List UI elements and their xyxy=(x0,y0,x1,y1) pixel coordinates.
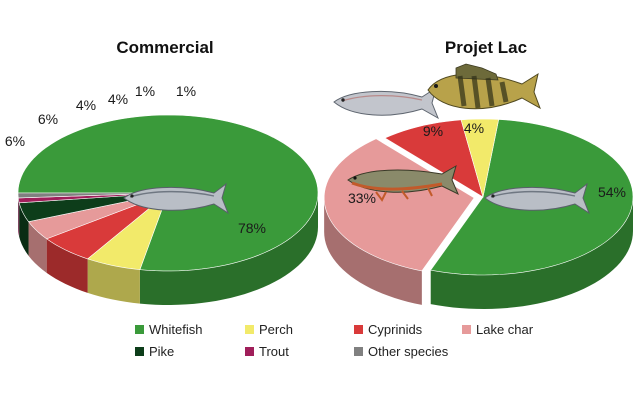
pie-slice-cyprinids xyxy=(384,119,484,198)
data-label-whitefish: 54% xyxy=(598,184,626,200)
legend-label: Whitefish xyxy=(149,322,202,337)
pie-side-whitefish xyxy=(139,193,318,305)
legend-label: Trout xyxy=(259,344,289,359)
pie-side-lake-char xyxy=(324,197,422,305)
pie-side-whitefish xyxy=(430,197,633,309)
legend-item-whitefish: Whitefish xyxy=(135,322,202,337)
legend-label: Lake char xyxy=(476,322,534,337)
pie-side-lake-char xyxy=(28,221,47,273)
legend-label: Pike xyxy=(149,344,174,359)
legend-label: Other species xyxy=(368,344,449,359)
data-label-perch: 4% xyxy=(464,120,484,136)
legend-swatch xyxy=(354,325,363,334)
data-label-other-species: 1% xyxy=(176,83,196,99)
legend-swatch xyxy=(245,347,254,356)
data-label-lake-char: 33% xyxy=(348,190,376,206)
commercial-title: Commercial xyxy=(116,38,213,57)
pie-slice-lake-char xyxy=(323,138,475,272)
legend-swatch xyxy=(354,347,363,356)
legend-item-perch: Perch xyxy=(245,322,293,337)
legend-item-cyprinids: Cyprinids xyxy=(354,322,423,337)
legend-label: Cyprinids xyxy=(368,322,423,337)
projet-lac-title: Projet Lac xyxy=(445,38,527,57)
legend-item-pike: Pike xyxy=(135,344,174,359)
legend-swatch xyxy=(135,325,144,334)
legend-item-other-species: Other species xyxy=(354,344,449,359)
data-label-whitefish: 78% xyxy=(238,220,266,236)
pie-side-cyprinids xyxy=(46,238,88,293)
whitefish-icon xyxy=(333,86,439,120)
data-label-pike: 4% xyxy=(108,91,128,107)
pie-slice-cyprinids xyxy=(46,192,169,260)
legend: Whitefish Perch Cyprinids Lake char Pike… xyxy=(135,322,534,359)
whitefish-icon xyxy=(123,182,230,215)
projet-lac-labels: 54% 33% 9% 4% xyxy=(348,120,626,206)
legend-item-lake-char: Lake char xyxy=(462,322,534,337)
perch-icon xyxy=(427,63,541,110)
legend-swatch xyxy=(135,347,144,356)
pie-slice-lake-char xyxy=(27,192,169,240)
legend-swatch xyxy=(462,325,471,334)
data-label-lake-char: 4% xyxy=(76,97,96,113)
data-label-cyprinids: 6% xyxy=(38,111,58,127)
pie-side-pike xyxy=(19,202,29,256)
data-label-trout: 1% xyxy=(135,83,155,99)
pie-slice-perch xyxy=(460,118,500,198)
arctic-char-icon xyxy=(347,164,459,202)
legend-item-trout: Trout xyxy=(245,344,289,359)
projet-lac-pie xyxy=(323,118,634,309)
legend-swatch xyxy=(245,325,254,334)
data-label-cyprinids: 9% xyxy=(423,123,443,139)
data-label-perch: 6% xyxy=(5,133,25,149)
commercial-labels: 78% 6% 6% 4% 4% 1% 1% xyxy=(5,83,266,236)
pie-slice-perch xyxy=(87,192,169,270)
whitefish-icon xyxy=(484,182,591,215)
pie-side-trout xyxy=(18,197,20,237)
pie-side-perch xyxy=(87,258,140,304)
legend-label: Perch xyxy=(259,322,293,337)
